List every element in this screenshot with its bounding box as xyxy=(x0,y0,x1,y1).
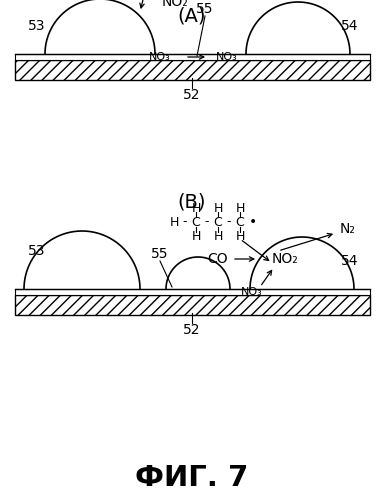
Text: (A): (A) xyxy=(178,6,206,25)
Bar xyxy=(15,289,370,295)
Text: 53: 53 xyxy=(28,19,45,33)
Text: 55: 55 xyxy=(151,247,169,261)
Text: -: - xyxy=(183,216,187,228)
Text: H: H xyxy=(169,216,179,228)
Text: (B): (B) xyxy=(178,192,206,211)
Text: H: H xyxy=(191,230,201,242)
Text: NO₃⁻: NO₃⁻ xyxy=(216,52,244,62)
Text: C: C xyxy=(214,216,223,228)
Text: NO₂: NO₂ xyxy=(272,252,299,266)
Bar xyxy=(15,295,370,315)
Text: NO₃⁻: NO₃⁻ xyxy=(241,287,269,297)
Bar xyxy=(15,54,370,60)
Text: C: C xyxy=(192,216,200,228)
Text: H: H xyxy=(213,202,223,214)
Text: 54: 54 xyxy=(340,19,358,33)
Text: ФИГ. 7: ФИГ. 7 xyxy=(135,464,249,492)
Bar xyxy=(15,60,370,80)
Text: 53: 53 xyxy=(28,244,45,258)
Text: N₂: N₂ xyxy=(340,222,356,236)
Text: •: • xyxy=(249,215,257,229)
Text: C: C xyxy=(236,216,244,228)
Text: -: - xyxy=(227,216,231,228)
Text: H: H xyxy=(235,202,245,214)
Text: H: H xyxy=(191,202,201,214)
Text: -: - xyxy=(205,216,209,228)
Text: 52: 52 xyxy=(183,88,201,102)
Text: 55: 55 xyxy=(196,2,214,16)
Text: CO: CO xyxy=(208,252,228,266)
Text: H: H xyxy=(213,230,223,242)
Text: H: H xyxy=(235,230,245,242)
Text: 54: 54 xyxy=(340,254,358,268)
Text: NO₂: NO₂ xyxy=(162,0,189,9)
Text: 52: 52 xyxy=(183,323,201,337)
Text: NO₃⁻: NO₃⁻ xyxy=(149,52,177,62)
